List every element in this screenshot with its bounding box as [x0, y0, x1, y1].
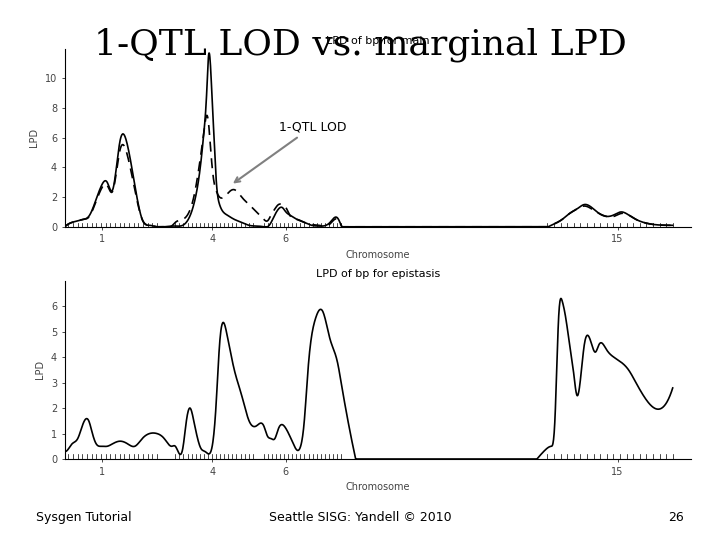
- Text: Seattle SISG: Yandell © 2010: Seattle SISG: Yandell © 2010: [269, 511, 451, 524]
- Text: 26: 26: [668, 511, 684, 524]
- Text: 1-QTL LOD vs. marginal LPD: 1-QTL LOD vs. marginal LPD: [94, 27, 626, 62]
- Y-axis label: LPD: LPD: [30, 128, 40, 147]
- X-axis label: Chromosome: Chromosome: [346, 250, 410, 260]
- Text: Sysgen Tutorial: Sysgen Tutorial: [36, 511, 132, 524]
- X-axis label: Chromosome: Chromosome: [346, 482, 410, 492]
- Y-axis label: LPD: LPD: [35, 360, 45, 380]
- Title: LPD of bp for epistasis: LPD of bp for epistasis: [316, 268, 440, 279]
- Title: LPD of bp for main: LPD of bp for main: [326, 36, 430, 46]
- Text: 1-QTL LOD: 1-QTL LOD: [235, 120, 346, 182]
